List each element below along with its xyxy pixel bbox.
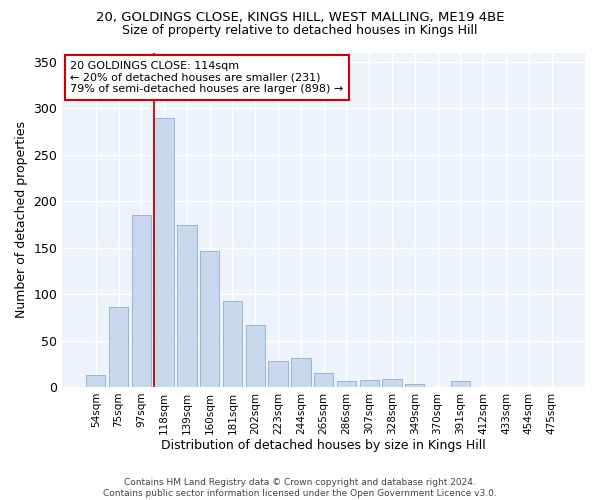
Bar bbox=[291, 358, 311, 387]
Text: 20 GOLDINGS CLOSE: 114sqm
← 20% of detached houses are smaller (231)
79% of semi: 20 GOLDINGS CLOSE: 114sqm ← 20% of detac… bbox=[70, 61, 343, 94]
Text: Contains HM Land Registry data © Crown copyright and database right 2024.
Contai: Contains HM Land Registry data © Crown c… bbox=[103, 478, 497, 498]
Bar bbox=[268, 361, 288, 387]
Bar bbox=[177, 226, 197, 387]
Bar bbox=[223, 300, 242, 387]
Bar bbox=[200, 252, 220, 387]
Bar bbox=[154, 118, 174, 387]
Bar bbox=[86, 375, 106, 387]
Bar bbox=[382, 378, 402, 387]
Bar bbox=[245, 324, 265, 387]
Bar bbox=[405, 384, 424, 387]
Text: 20, GOLDINGS CLOSE, KINGS HILL, WEST MALLING, ME19 4BE: 20, GOLDINGS CLOSE, KINGS HILL, WEST MAL… bbox=[96, 12, 504, 24]
X-axis label: Distribution of detached houses by size in Kings Hill: Distribution of detached houses by size … bbox=[161, 440, 486, 452]
Text: Size of property relative to detached houses in Kings Hill: Size of property relative to detached ho… bbox=[122, 24, 478, 37]
Bar bbox=[109, 307, 128, 387]
Bar bbox=[131, 215, 151, 387]
Bar bbox=[359, 380, 379, 387]
Y-axis label: Number of detached properties: Number of detached properties bbox=[15, 121, 28, 318]
Bar bbox=[337, 382, 356, 387]
Bar bbox=[314, 373, 334, 387]
Bar bbox=[451, 382, 470, 387]
